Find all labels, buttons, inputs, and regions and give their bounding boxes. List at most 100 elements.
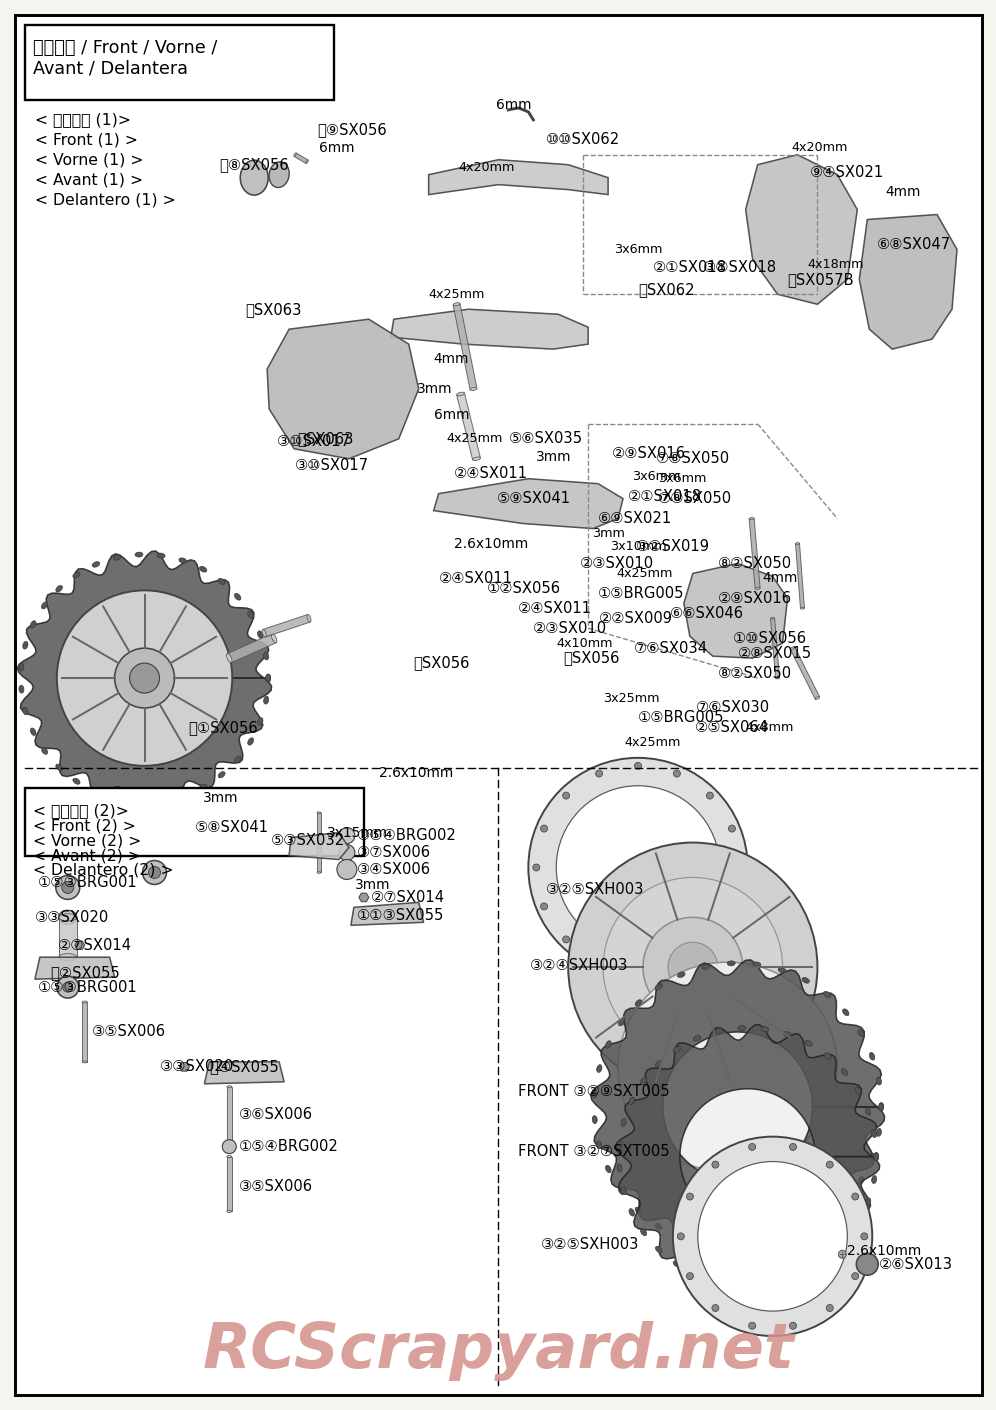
Text: 2.6x10mm: 2.6x10mm	[453, 537, 527, 550]
Polygon shape	[590, 960, 883, 1253]
Text: ①⑤③BRG001: ①⑤③BRG001	[38, 980, 137, 994]
Text: ⑥⑧SX047: ⑥⑧SX047	[876, 237, 950, 252]
Text: 3mm: 3mm	[416, 382, 452, 396]
Text: 6mm: 6mm	[496, 97, 532, 111]
Ellipse shape	[82, 1060, 88, 1063]
Text: ⑤⑧SX041: ⑤⑧SX041	[194, 821, 268, 835]
Text: ①⑩SX056: ①⑩SX056	[732, 630, 806, 646]
Ellipse shape	[23, 642, 28, 649]
Text: ⑯⑨SX056: ⑯⑨SX056	[317, 123, 386, 137]
Polygon shape	[227, 633, 276, 663]
Ellipse shape	[824, 1253, 831, 1261]
Text: 4x10mm: 4x10mm	[556, 637, 613, 650]
Ellipse shape	[592, 1115, 597, 1124]
Ellipse shape	[226, 653, 232, 663]
Ellipse shape	[618, 962, 837, 1172]
Ellipse shape	[692, 1035, 700, 1041]
Ellipse shape	[265, 674, 270, 682]
Text: ①②SX056: ①②SX056	[486, 581, 560, 596]
Ellipse shape	[872, 1152, 878, 1160]
Text: ⑧②SX050: ⑧②SX050	[717, 556, 791, 571]
Text: RCScrapyard.net: RCScrapyard.net	[202, 1321, 794, 1380]
Circle shape	[728, 902, 735, 909]
Ellipse shape	[802, 977, 809, 983]
Circle shape	[789, 1323, 796, 1330]
Text: 4x25mm: 4x25mm	[623, 736, 680, 749]
Text: 3mm: 3mm	[355, 878, 390, 893]
Ellipse shape	[257, 630, 263, 639]
Text: ③③SX020: ③③SX020	[35, 909, 109, 925]
Text: ②③SX010: ②③SX010	[580, 556, 653, 571]
Ellipse shape	[872, 1152, 878, 1160]
Circle shape	[339, 828, 355, 843]
Ellipse shape	[134, 553, 142, 557]
Text: ⑧②SX050: ⑧②SX050	[717, 666, 791, 681]
Text: ②⑨SX016: ②⑨SX016	[612, 447, 685, 461]
Ellipse shape	[775, 677, 779, 678]
Text: 4mm: 4mm	[762, 571, 797, 585]
Ellipse shape	[804, 1268, 812, 1273]
Text: ③②⑤SXH003: ③②⑤SXH003	[546, 881, 644, 897]
Ellipse shape	[815, 697, 819, 699]
Text: ⑥⑥SX046: ⑥⑥SX046	[669, 606, 743, 620]
Polygon shape	[615, 1025, 878, 1289]
Circle shape	[633, 763, 641, 770]
Circle shape	[115, 649, 174, 708]
Ellipse shape	[737, 1025, 745, 1031]
Ellipse shape	[73, 778, 80, 784]
Circle shape	[562, 936, 569, 943]
Text: ③②④SXH003: ③②④SXH003	[530, 957, 628, 973]
Ellipse shape	[760, 1282, 768, 1286]
Polygon shape	[226, 1156, 231, 1211]
Text: ⑱SX056: ⑱SX056	[413, 656, 470, 671]
Circle shape	[748, 1144, 755, 1151]
Polygon shape	[790, 647, 819, 699]
Ellipse shape	[824, 1053, 831, 1059]
Circle shape	[686, 1193, 693, 1200]
Ellipse shape	[749, 517, 753, 520]
Circle shape	[711, 1162, 718, 1167]
Ellipse shape	[226, 1210, 231, 1213]
Ellipse shape	[855, 1087, 861, 1094]
Circle shape	[337, 860, 357, 880]
Text: ②⑥SX013: ②⑥SX013	[878, 1256, 952, 1272]
Ellipse shape	[234, 594, 241, 601]
Text: ⑦⑧SX050: ⑦⑧SX050	[657, 491, 731, 506]
Circle shape	[568, 843, 817, 1091]
Text: ⑤⑨SX041: ⑤⑨SX041	[496, 491, 570, 506]
Ellipse shape	[654, 984, 661, 990]
Text: < Delantero (2) >: < Delantero (2) >	[33, 863, 173, 878]
Text: 4x20mm: 4x20mm	[458, 161, 515, 175]
Ellipse shape	[752, 962, 760, 967]
Ellipse shape	[672, 1261, 680, 1268]
Circle shape	[148, 867, 160, 878]
Ellipse shape	[865, 1108, 871, 1115]
Text: 3mm: 3mm	[592, 527, 624, 540]
Text: ①⑤③BRG001: ①⑤③BRG001	[38, 876, 137, 890]
Text: ②④SX011: ②④SX011	[518, 601, 592, 616]
Ellipse shape	[621, 1187, 625, 1194]
Ellipse shape	[778, 1241, 785, 1246]
Ellipse shape	[692, 1272, 700, 1277]
Ellipse shape	[306, 159, 308, 164]
Circle shape	[532, 864, 540, 871]
Polygon shape	[770, 618, 779, 678]
Text: ③①SX018: ③①SX018	[702, 259, 776, 275]
Circle shape	[711, 1304, 718, 1311]
Text: ②⑦SX014: ②⑦SX014	[58, 938, 131, 953]
Ellipse shape	[714, 1279, 722, 1285]
Text: ①⑤BRG005: ①⑤BRG005	[598, 585, 684, 601]
Text: ⑦⑥SX030: ⑦⑥SX030	[695, 701, 769, 715]
Ellipse shape	[677, 971, 684, 977]
Ellipse shape	[778, 967, 785, 973]
Text: ⑦⑧SX050: ⑦⑧SX050	[655, 451, 729, 467]
Circle shape	[748, 1323, 755, 1330]
Ellipse shape	[865, 1198, 871, 1206]
Circle shape	[851, 1273, 858, 1280]
Ellipse shape	[790, 647, 794, 650]
Ellipse shape	[59, 914, 77, 921]
Ellipse shape	[640, 1228, 646, 1235]
Polygon shape	[351, 902, 423, 925]
Text: ②⑦SX014: ②⑦SX014	[371, 890, 444, 905]
Text: 4x25mm: 4x25mm	[428, 288, 485, 300]
